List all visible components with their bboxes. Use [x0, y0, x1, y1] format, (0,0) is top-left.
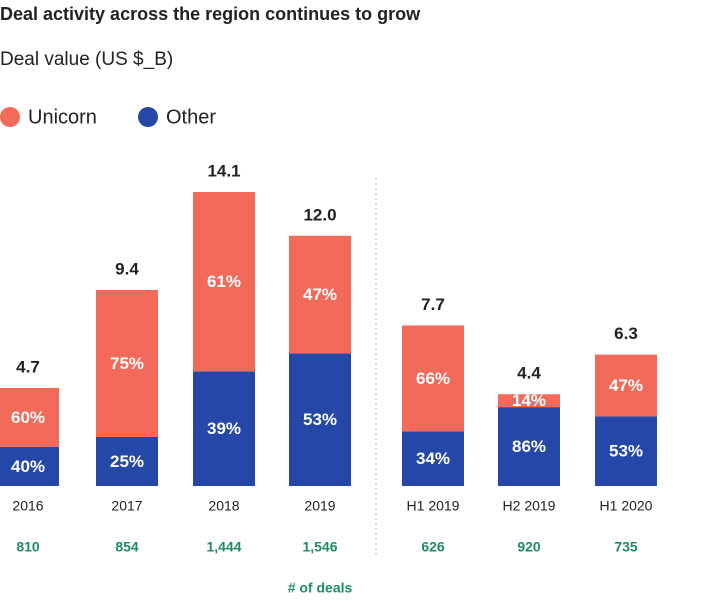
bar-segment	[402, 431, 464, 486]
legend-swatch	[138, 107, 158, 127]
total-label: 6.3	[614, 324, 638, 343]
x-tick-label: H1 2020	[600, 498, 653, 514]
deal-count: 810	[16, 539, 40, 555]
bar-segment	[289, 235, 351, 354]
segment-label: 14%	[512, 391, 546, 410]
bar-segment	[498, 394, 560, 408]
deal-count: 1,546	[302, 539, 337, 555]
chart-title: Deal activity across the region continue…	[0, 4, 421, 24]
segment-label: 34%	[416, 449, 450, 468]
total-label: 9.4	[115, 259, 139, 278]
legend-label: Unicorn	[28, 106, 97, 128]
segment-label: 66%	[416, 369, 450, 388]
total-label: 12.0	[303, 205, 336, 224]
bar-segment	[96, 437, 158, 486]
segment-label: 47%	[609, 376, 643, 395]
bar-segment	[595, 354, 657, 417]
bar-segment	[289, 353, 351, 486]
x-tick-label: 2016	[12, 498, 43, 514]
bar-segment	[193, 371, 255, 486]
bar-segment	[595, 416, 657, 486]
total-label: 4.4	[517, 364, 541, 383]
deal-count: 626	[421, 539, 445, 555]
x-tick-label: 2017	[111, 498, 142, 514]
chart-subtitle: Deal value (US $_B)	[0, 49, 173, 70]
deals-label: # of deals	[288, 580, 353, 596]
segment-label: 47%	[303, 285, 337, 304]
x-tick-label: H1 2019	[407, 498, 460, 514]
segment-label: 75%	[110, 354, 144, 373]
segment-label: 39%	[207, 419, 241, 438]
deal-count: 735	[614, 539, 638, 555]
total-label: 14.1	[207, 161, 240, 180]
legend-swatch	[0, 107, 20, 127]
bar-segment	[498, 407, 560, 486]
bar-segment	[0, 388, 59, 447]
deal-count: 1,444	[206, 539, 241, 555]
bar-segment	[193, 192, 255, 372]
segment-label: 53%	[303, 410, 337, 429]
x-tick-label: H2 2019	[503, 498, 556, 514]
deal-count: 854	[115, 539, 139, 555]
segment-label: 60%	[11, 408, 45, 427]
deal-count: 920	[517, 539, 541, 555]
total-label: 4.7	[16, 357, 40, 376]
segment-label: 25%	[110, 452, 144, 471]
legend-label: Other	[166, 106, 216, 128]
segment-label: 86%	[512, 437, 546, 456]
bar-segment	[96, 290, 158, 438]
x-tick-label: 2018	[208, 498, 239, 514]
bar-segment	[0, 446, 59, 486]
total-label: 7.7	[421, 295, 445, 314]
bar-segment	[402, 325, 464, 432]
segment-label: 40%	[11, 457, 45, 476]
segment-label: 53%	[609, 442, 643, 461]
x-tick-label: 2019	[304, 498, 335, 514]
segment-label: 61%	[207, 272, 241, 291]
